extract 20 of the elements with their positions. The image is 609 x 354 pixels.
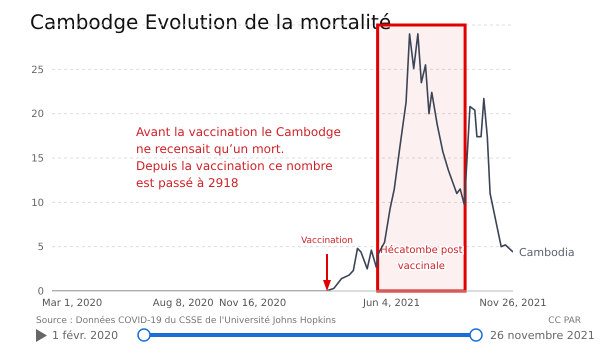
annotation: Avant la vaccination le Cambodge ne recensait qu’un mort. Depuis la vaccination ce nombre est passé à 2918 [136, 124, 341, 192]
text: 1 févr. 2020 [52, 329, 118, 342]
series-label: Cambodia [519, 246, 575, 259]
y-tick-label: 0 [38, 286, 44, 298]
y-tick-label: 5 [38, 242, 44, 254]
x-tick-label: Aug 8, 2020 [152, 298, 214, 310]
band-label: Hécatombe post vaccinale [380, 245, 463, 272]
y-tick-label: 10 [31, 198, 44, 209]
x-tick-label: Nov 26, 2021 [479, 298, 547, 310]
x-tick-label: Jun 4, 2021 [362, 298, 420, 310]
source-note: Source : Données COVID-19 du CSSE de l'Université Johns Hopkins [36, 316, 336, 326]
x-tick-label: Nov 16, 2020 [219, 298, 286, 310]
line-series [52, 33, 513, 291]
y-tick-label: 25 [31, 64, 44, 76]
text: 26 novembre 2021 [490, 329, 595, 342]
annotation: Vaccination [300, 236, 354, 246]
y-tick-label: 15 [31, 154, 44, 165]
y-tick-label: 20 [31, 109, 44, 120]
x-tick-label: Mar 1, 2020 [42, 298, 102, 310]
text: CC PAR [548, 316, 581, 326]
